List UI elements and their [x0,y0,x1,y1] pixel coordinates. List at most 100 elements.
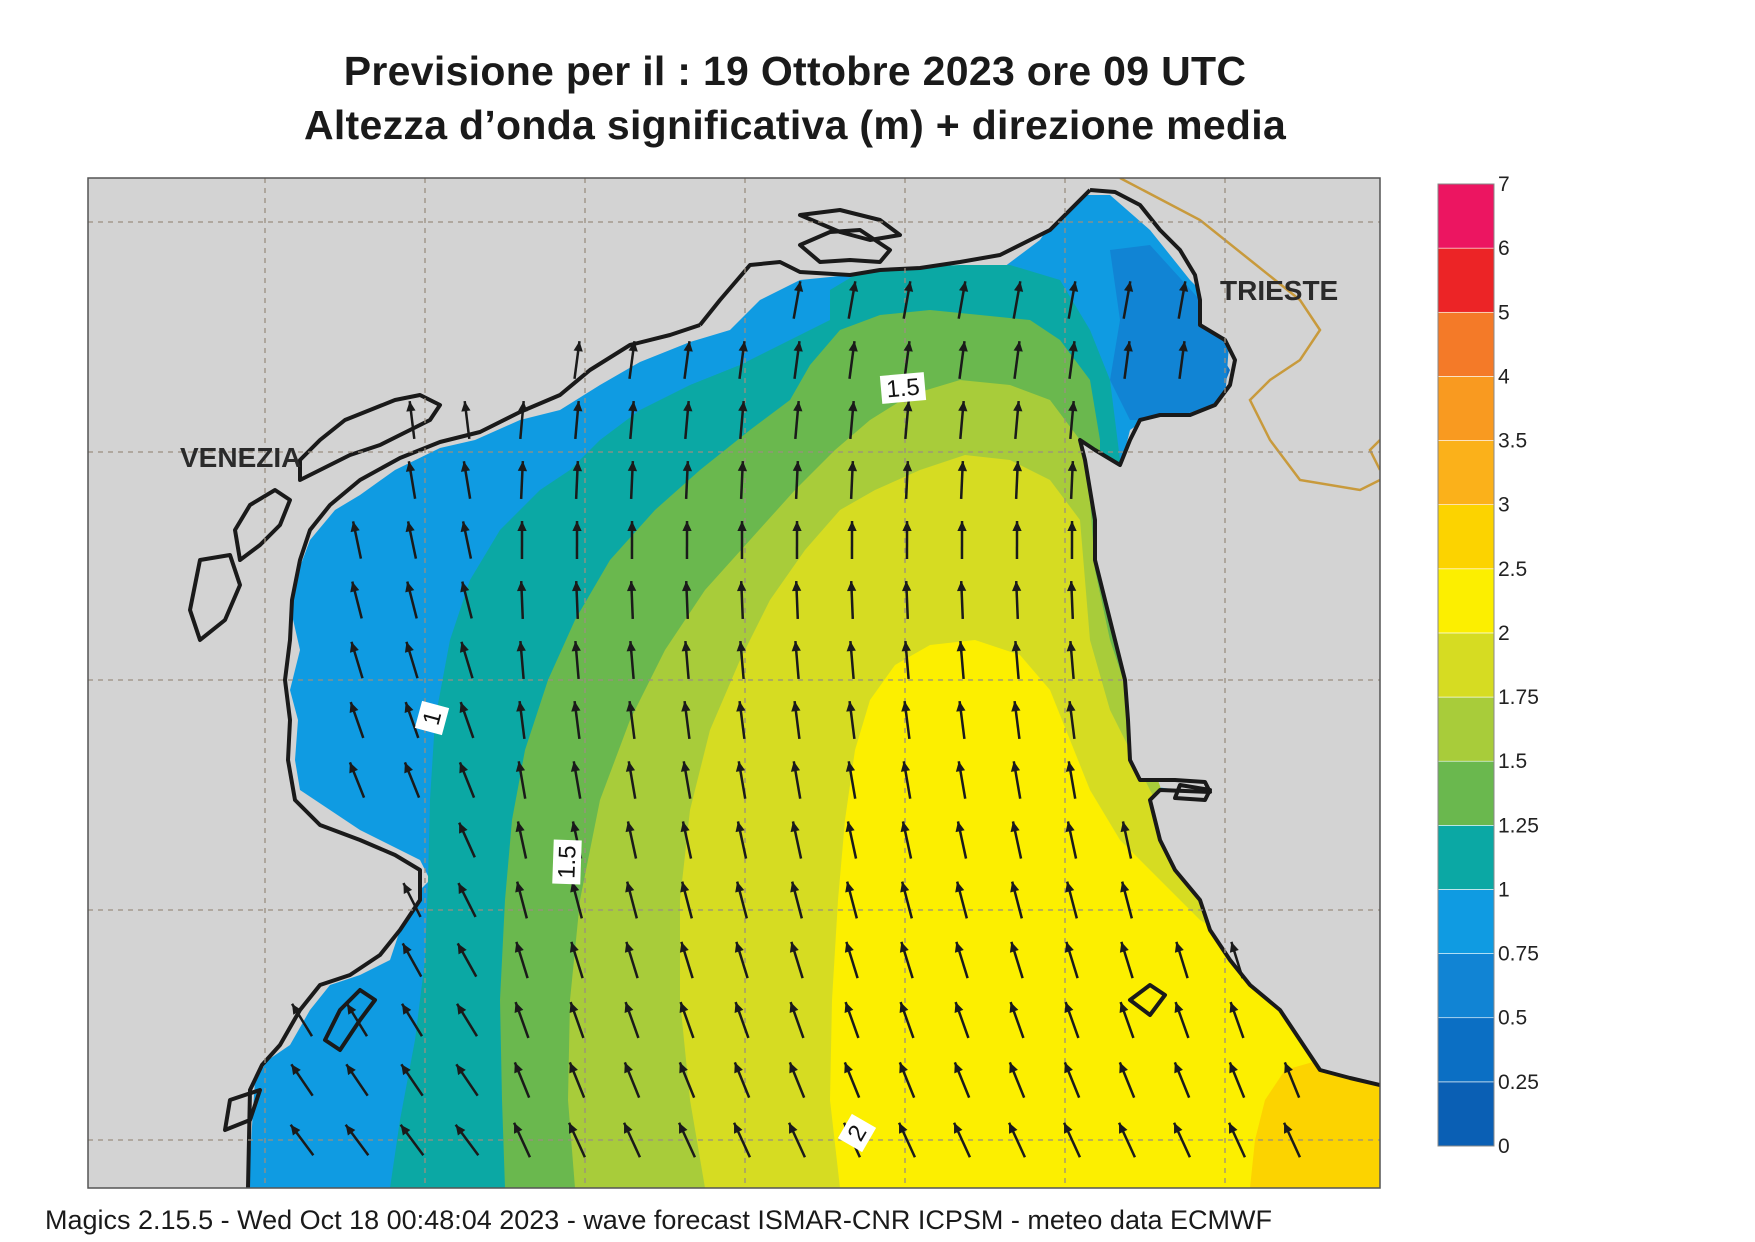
wave-arrow-head [460,581,470,593]
wave-arrow-head [1065,881,1075,893]
wave-arrow-head [903,341,913,352]
wave-arrow-head [903,401,913,412]
wave-arrow-head [461,401,471,412]
legend-swatch [1437,825,1495,890]
wave-arrow-head [1119,1122,1128,1134]
map-subtitle: Altezza d’onda significativa (m) + direz… [303,102,1287,148]
wave-arrow-head [292,1003,302,1015]
wave-arrow-head [1009,941,1019,953]
wave-arrow-head [789,1122,798,1134]
wave-arrow-head [1068,401,1078,412]
wave-arrow-head [791,701,801,712]
wave-arrow-head [738,401,748,412]
wave-arrow-head [406,401,416,412]
wave-arrow-head [679,1002,689,1014]
legend-tick-label: 0 [1498,1135,1510,1158]
wave-arrow-head [624,1122,633,1134]
legend-swatch [1437,504,1495,570]
wave-arrow-head [573,401,583,412]
wave-arrow-head [790,761,801,772]
wave-arrow-head [458,883,468,895]
wave-arrow-head [515,761,526,772]
wave-arrow-head [1068,281,1079,292]
wave-arrow-head [844,1002,854,1014]
wave-arrow-head [1064,1002,1074,1014]
wave-arrow-head [401,1064,411,1076]
legend-swatch [1437,1081,1495,1147]
wave-arrow-head [459,762,468,774]
legend-frame [1437,183,1495,1147]
wave-arrow-head [346,1064,356,1076]
wave-arrow-head [901,701,911,712]
legend-tick-label: 3 [1498,494,1510,517]
wave-arrow-head [901,581,912,592]
wave-arrow-head [1065,761,1076,772]
wave-arrow-head [350,581,360,593]
wave-arrow-head [349,702,359,714]
wave-arrow-head [846,581,857,592]
wave-arrow-head [571,581,582,592]
wave-arrow-head [625,761,636,772]
wave-arrow-head [1229,1062,1238,1074]
wave-arrow-head [516,641,526,652]
wave-arrow-head [349,641,359,653]
wave-arrow-head [679,1062,688,1074]
wave-arrow-head [957,461,968,472]
wave-arrow-head [457,1003,467,1015]
legend-swatch [1437,440,1495,505]
wave-arrow-head [517,461,528,472]
graticule [88,178,1380,1188]
city-label-venezia: VENEZIA [180,442,301,473]
legend-tick-label: 1.5 [1498,750,1527,773]
wave-arrow-head [514,1062,523,1074]
legend-tick-label: 6 [1498,237,1510,260]
wave-arrow-head [1123,341,1133,352]
wave-arrow-head [790,821,800,833]
wave-arrow-head [459,822,468,834]
wave-arrow-head [954,1122,963,1134]
wave-arrow-head [624,1062,633,1074]
wave-arrow-head [569,1122,578,1134]
wave-arrow-head [570,821,580,833]
wave-arrow-head [455,1124,466,1136]
contour-label-1: 1 [414,700,450,736]
wave-arrow-head [1284,1122,1293,1134]
wave-arrow-head [628,401,638,412]
city-label-trieste: TRIESTE [1220,275,1338,306]
wave-arrow-head [1013,401,1023,412]
wave-arrow-head [571,641,581,652]
wave-arrow-head [1013,281,1024,292]
wave-arrow-head [569,1062,578,1074]
wave-arrow-head [1229,1122,1238,1134]
wave-arrow-head [626,701,636,712]
contour-label-1-5-b: 1.5 [552,839,582,885]
legend-tick-label: 2 [1498,622,1510,645]
wave-arrow-head [627,461,638,472]
wave-arrow-head [350,521,360,533]
wave-arrow-head [1284,1062,1293,1074]
wave-arrow-head [1119,941,1129,953]
wave-arrow-head [1009,1002,1019,1014]
land-northwest [88,178,1110,1188]
wave-arrow-head [1066,701,1076,712]
wave-arrow-head [514,1122,523,1134]
legend-swatch [1437,889,1495,954]
wave-arrow-head [790,881,800,893]
wave-arrow-head [1012,461,1023,472]
wave-arrow-head [1010,881,1020,893]
wave-arrow-head [681,581,692,592]
wave-arrow-head [957,521,967,531]
wave-arrow-head [735,881,745,893]
national-border [1119,178,1380,492]
wave-arrow-head [1010,821,1020,833]
wave-arrow-head [570,881,580,893]
wave-arrow-head [792,521,802,531]
wave-arrow-head [571,701,581,712]
wave-arrow-head [1011,701,1021,712]
wave-arrow-head [793,401,803,412]
legend-swatch [1437,760,1495,826]
wave-arrow-head [847,461,858,472]
wave-arrow-head [899,1002,909,1014]
wave-arrow-head [624,941,634,953]
